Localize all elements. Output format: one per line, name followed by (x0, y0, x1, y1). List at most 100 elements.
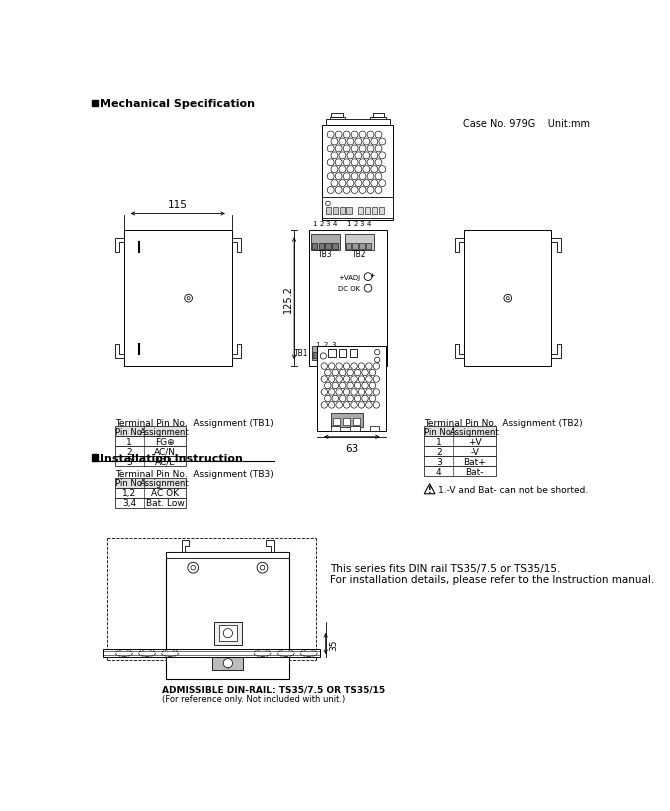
Circle shape (347, 180, 354, 187)
Text: 1: 1 (436, 437, 442, 446)
Text: 125.2: 125.2 (283, 285, 293, 313)
Text: 3,4: 3,4 (122, 499, 137, 508)
Text: Terminal Pin No.  Assignment (TB1): Terminal Pin No. Assignment (TB1) (115, 418, 273, 427)
Text: (For reference only. Not included with unit.): (For reference only. Not included with u… (162, 694, 346, 703)
Text: +V: +V (468, 437, 482, 446)
Bar (424, 427, 496, 436)
Text: AC/L: AC/L (155, 457, 176, 466)
Circle shape (362, 370, 368, 376)
Circle shape (324, 370, 331, 376)
Bar (326, 119, 389, 126)
Circle shape (358, 376, 364, 383)
Bar (373, 114, 384, 118)
Circle shape (351, 160, 358, 166)
Circle shape (347, 139, 354, 146)
Circle shape (340, 383, 346, 389)
Circle shape (343, 146, 350, 152)
Circle shape (347, 396, 353, 402)
Text: 3: 3 (332, 342, 336, 348)
Circle shape (351, 187, 358, 194)
Polygon shape (232, 238, 241, 253)
Bar (424, 457, 496, 466)
Circle shape (335, 174, 342, 180)
Text: This series fits DIN rail TS35/7.5 or TS35/15.: This series fits DIN rail TS35/7.5 or TS… (330, 563, 561, 573)
Circle shape (351, 363, 357, 370)
Polygon shape (182, 540, 190, 552)
Text: DC OK: DC OK (338, 285, 360, 292)
Circle shape (358, 389, 364, 396)
Text: 2: 2 (319, 221, 324, 226)
Polygon shape (115, 238, 124, 253)
Circle shape (375, 187, 382, 194)
Circle shape (257, 563, 268, 573)
Circle shape (371, 152, 378, 160)
Bar (352, 418, 360, 426)
Text: 115: 115 (168, 200, 188, 209)
Circle shape (362, 396, 368, 402)
Text: 4: 4 (366, 221, 371, 226)
Bar (318, 243, 324, 250)
Circle shape (335, 187, 342, 194)
Bar (371, 118, 386, 126)
Circle shape (366, 389, 372, 396)
Circle shape (335, 146, 342, 152)
Circle shape (343, 160, 350, 166)
Circle shape (328, 376, 335, 383)
Circle shape (320, 354, 326, 359)
Circle shape (327, 187, 334, 194)
Circle shape (359, 132, 366, 139)
Bar (314, 353, 320, 358)
Circle shape (358, 402, 364, 409)
Circle shape (354, 396, 361, 402)
Bar (330, 353, 337, 358)
Circle shape (335, 132, 342, 139)
Text: Case No. 979G    Unit:mm: Case No. 979G Unit:mm (463, 118, 590, 128)
Circle shape (185, 295, 192, 303)
Circle shape (379, 166, 386, 174)
Bar (115, 427, 186, 436)
Polygon shape (424, 484, 435, 494)
Bar (326, 243, 331, 250)
Circle shape (339, 166, 346, 174)
Circle shape (366, 376, 372, 383)
Text: 63: 63 (345, 444, 358, 453)
Text: Bat-: Bat- (466, 467, 484, 476)
Circle shape (339, 139, 346, 146)
Bar (379, 208, 384, 215)
Text: Mechanical Specification: Mechanical Specification (100, 99, 255, 109)
Bar (326, 208, 331, 215)
Bar (124, 231, 232, 367)
Circle shape (340, 370, 346, 376)
Bar (340, 208, 345, 215)
Text: TB2: TB2 (352, 250, 366, 259)
Circle shape (363, 166, 370, 174)
Circle shape (340, 396, 346, 402)
Circle shape (327, 160, 334, 166)
Circle shape (367, 132, 374, 139)
Circle shape (375, 174, 382, 180)
Bar (365, 208, 371, 215)
Circle shape (358, 363, 364, 370)
Circle shape (327, 174, 334, 180)
Text: 1: 1 (313, 221, 317, 226)
Circle shape (343, 363, 350, 370)
Bar (311, 234, 340, 251)
Bar (103, 650, 320, 657)
Circle shape (362, 383, 368, 389)
Circle shape (343, 132, 350, 139)
Polygon shape (551, 238, 561, 253)
Circle shape (260, 566, 265, 570)
Bar (218, 625, 237, 641)
Circle shape (331, 180, 338, 187)
Bar (115, 488, 186, 498)
Bar (350, 427, 360, 431)
Text: 3: 3 (360, 221, 364, 226)
Text: Pin No.: Pin No. (115, 478, 144, 487)
Circle shape (369, 383, 376, 389)
Circle shape (321, 389, 328, 396)
Circle shape (373, 363, 380, 370)
Bar (372, 208, 377, 215)
Circle shape (375, 132, 382, 139)
Circle shape (324, 383, 331, 389)
Circle shape (351, 146, 358, 152)
